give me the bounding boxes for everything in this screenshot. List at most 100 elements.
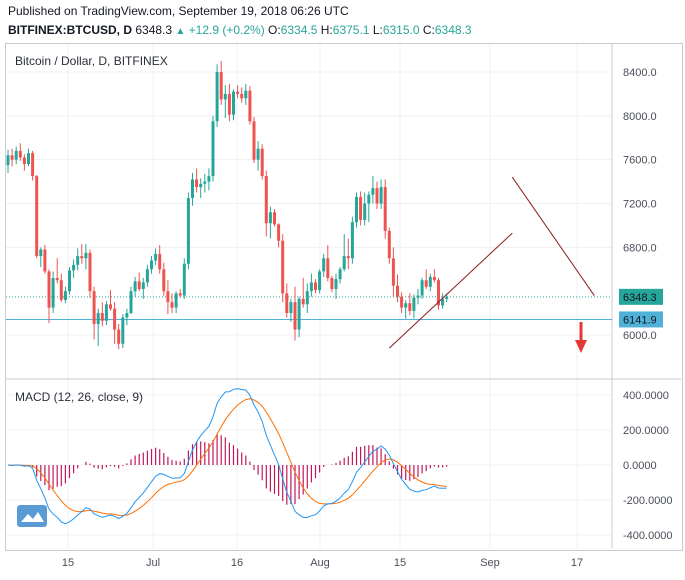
candle-body — [342, 256, 346, 270]
candle-body — [363, 203, 367, 220]
symbol-label: BITFINEX:BTCUSD, D — [8, 23, 132, 37]
candle-body — [236, 91, 240, 94]
candle-body — [432, 276, 436, 281]
candle-body — [248, 90, 252, 122]
candle-body — [27, 153, 30, 165]
candle-body — [39, 249, 43, 257]
x-tick-label: Jul — [146, 557, 160, 569]
candle-body — [100, 313, 104, 321]
candle-body — [404, 303, 408, 308]
candle-body — [113, 308, 117, 330]
price-pane-title: Bitcoin / Dollar, D, BITFINEX — [15, 54, 168, 68]
price-tick-label: 8000.0 — [623, 111, 657, 123]
candle-body — [301, 298, 305, 305]
candle-body — [330, 278, 334, 289]
candle-body — [47, 271, 51, 308]
low-value: 6315.0 — [382, 23, 420, 37]
candle-body — [22, 157, 26, 165]
open-label: O: — [268, 23, 281, 37]
candle-body — [428, 276, 432, 287]
candle-body — [355, 196, 358, 223]
candle-body — [76, 256, 80, 265]
candle-body — [141, 282, 145, 289]
candle-body — [43, 249, 47, 272]
candle-body — [182, 263, 186, 296]
close-value: 6348.3 — [434, 23, 472, 37]
candle-body — [277, 224, 281, 241]
candle-body — [207, 176, 211, 182]
candle-body — [178, 293, 182, 296]
candle-body — [219, 72, 223, 100]
candle-body — [158, 253, 162, 270]
candle-body — [84, 252, 88, 259]
candle-body — [297, 298, 301, 330]
last-price-badge-text: 6348.3 — [623, 292, 657, 304]
candle-body — [441, 298, 445, 306]
price-tick-label: 7600.0 — [623, 155, 657, 167]
close-label: C: — [422, 23, 435, 37]
low-label: L: — [372, 23, 383, 37]
candle-body — [437, 280, 440, 306]
logo-cloud-icon — [21, 512, 44, 522]
candle-body — [166, 291, 170, 303]
candle-body — [305, 291, 309, 305]
price-tick-label: 6000.0 — [623, 330, 657, 342]
macd-line — [7, 388, 447, 525]
macd-tick-label: -400.0000 — [623, 530, 673, 542]
candle-body — [10, 155, 14, 160]
candle-body — [424, 280, 428, 287]
candle-body — [88, 252, 92, 292]
x-tick-label: 16 — [231, 557, 243, 569]
candle-body — [322, 258, 326, 272]
support-level-badge — [619, 311, 663, 328]
candle-body — [338, 269, 342, 280]
candle-body — [375, 188, 379, 204]
candle-body — [244, 90, 248, 99]
down-arrow-head-icon — [575, 340, 587, 353]
candle-body — [326, 258, 330, 279]
candle-body — [59, 280, 63, 300]
candle-body — [408, 303, 412, 311]
symbol-quote-line: BITFINEX:BTCUSD, D 6348.3 ▲ +12.9 (+0.2%… — [8, 23, 472, 37]
tradingview-logo-icon — [17, 505, 47, 527]
falling-trendline — [511, 176, 595, 296]
x-tick-label: 15 — [394, 557, 406, 569]
candle-body — [416, 295, 420, 298]
x-tick-label: Aug — [310, 557, 330, 569]
candle-body — [18, 150, 22, 158]
candle-body — [412, 297, 416, 311]
macd-tick-label: 400.0000 — [623, 390, 669, 402]
candle-body — [162, 269, 166, 292]
candle-body — [117, 329, 121, 344]
candle-body — [281, 240, 285, 294]
candle-body — [186, 198, 190, 264]
candle-body — [35, 176, 39, 257]
candle-body — [371, 188, 375, 195]
candle-body — [223, 93, 227, 100]
candle-body — [191, 179, 194, 199]
price-tick-label: 6800.0 — [623, 242, 657, 254]
candle-body — [367, 194, 371, 204]
candle-body — [109, 304, 112, 309]
candle-body — [14, 150, 18, 160]
candle-body — [334, 279, 338, 289]
candle-body — [383, 187, 387, 231]
candle-body — [104, 304, 108, 321]
up-arrow-icon: ▲ — [175, 26, 186, 37]
last-price-value: 6348.3 — [135, 23, 173, 37]
candle-body — [68, 270, 71, 292]
price-tick-label: 8400.0 — [623, 67, 657, 79]
candle-body — [133, 281, 137, 292]
candle-body — [96, 313, 100, 325]
x-tick-label: 17 — [571, 557, 583, 569]
candle-body — [199, 183, 203, 188]
open-value: 6334.5 — [280, 23, 318, 37]
candle-body — [154, 253, 158, 261]
candle-body — [80, 256, 84, 259]
candle-body — [137, 281, 141, 289]
candle-body — [227, 93, 231, 115]
macd-tick-label: 200.0000 — [623, 425, 669, 437]
candle-body — [121, 317, 125, 344]
candle-body — [260, 148, 264, 177]
